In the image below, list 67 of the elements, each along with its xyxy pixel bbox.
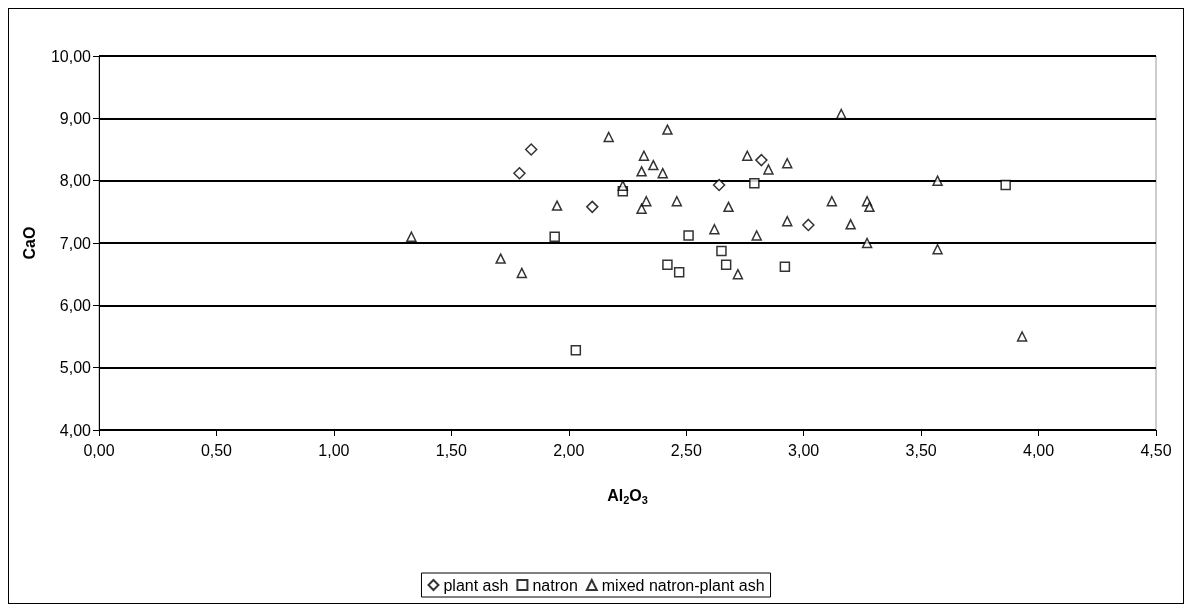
point <box>751 230 762 241</box>
point <box>755 153 768 167</box>
y-tick-label: 10,00 <box>50 47 92 65</box>
point <box>723 201 734 213</box>
point <box>932 243 943 255</box>
legend-label: natron <box>532 576 578 594</box>
point <box>513 166 526 180</box>
point <box>683 230 694 241</box>
x-tick-label: 4,00 <box>1022 441 1055 459</box>
point <box>716 245 727 257</box>
point <box>617 180 629 191</box>
point <box>406 231 417 243</box>
y-axis-title: CaO <box>20 226 38 260</box>
point <box>549 231 560 243</box>
point <box>586 200 599 214</box>
point <box>648 159 659 171</box>
y-tick-label: 5,00 <box>59 359 92 377</box>
y-tick-label: 9,00 <box>59 109 92 127</box>
point <box>551 200 563 211</box>
point <box>720 259 732 271</box>
x-tick-label: 1,00 <box>318 441 350 459</box>
point <box>864 201 875 213</box>
point <box>763 164 774 175</box>
x-tick-label: 0,00 <box>83 441 115 459</box>
point <box>673 267 685 278</box>
point <box>662 259 673 271</box>
point <box>570 344 582 356</box>
point <box>932 175 943 186</box>
x-tick-label: 2,00 <box>553 441 585 459</box>
point <box>495 253 506 264</box>
y-tick-label: 6,00 <box>59 296 92 314</box>
point <box>712 178 726 192</box>
y-tick-label: 8,00 <box>59 172 92 190</box>
y-tick-label: 7,00 <box>59 234 92 252</box>
x-tick-label: 4,50 <box>1140 441 1172 459</box>
point <box>709 224 720 235</box>
point <box>861 237 873 249</box>
point <box>524 143 538 156</box>
point <box>781 215 793 227</box>
point <box>638 150 650 161</box>
legend-label: mixed natron-plant ash <box>601 576 765 594</box>
point <box>1000 179 1011 191</box>
point <box>636 203 647 214</box>
y-tick-label: 4,00 <box>59 421 92 439</box>
x-tick-label: 1,50 <box>435 441 468 459</box>
point <box>603 131 614 143</box>
point <box>1016 331 1028 342</box>
x-tick-label: 0,50 <box>200 441 233 459</box>
point <box>516 267 528 279</box>
point <box>657 167 668 179</box>
point <box>636 166 647 177</box>
point <box>662 124 673 135</box>
point <box>779 261 791 272</box>
x-tick-label: 3,50 <box>905 441 937 459</box>
x-tick-label: 2,50 <box>670 441 702 459</box>
x-tick-label: 3,00 <box>788 441 820 459</box>
point <box>836 108 847 120</box>
point <box>732 268 744 280</box>
legend-label: plant ash <box>443 576 509 594</box>
point <box>845 219 856 230</box>
point <box>641 195 652 207</box>
point <box>802 218 815 232</box>
point <box>742 150 753 161</box>
point <box>781 157 793 169</box>
point <box>671 195 683 207</box>
point <box>826 195 838 207</box>
point <box>749 177 760 189</box>
